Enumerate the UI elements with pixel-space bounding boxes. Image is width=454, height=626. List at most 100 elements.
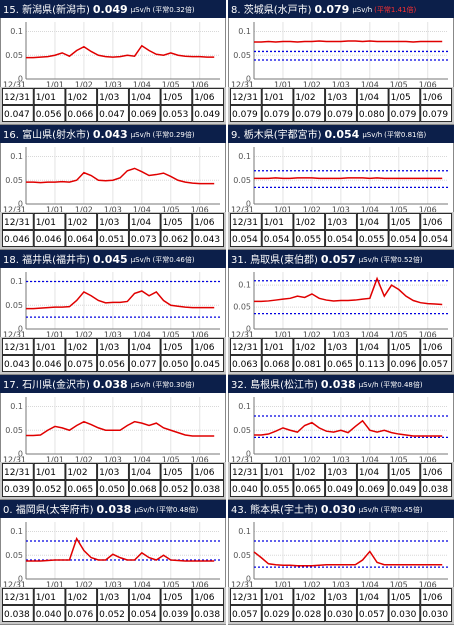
table-cell	[2, 463, 34, 480]
y-tick-label: 0.05	[233, 51, 251, 60]
table-value: 0.049	[327, 485, 353, 495]
table-date: 1/01	[264, 218, 284, 228]
table-value: 0.029	[264, 610, 290, 620]
table-date: 1/02	[295, 218, 315, 228]
table-cell	[65, 463, 98, 480]
table-cell	[33, 105, 66, 122]
reading: 0.038	[93, 378, 128, 391]
x-tick-label: 1/01	[46, 206, 64, 215]
ratio-note: (平常0.52倍)	[381, 255, 423, 264]
table-cell	[293, 213, 326, 230]
panel-header	[0, 500, 226, 518]
reading: 0.049	[93, 3, 128, 16]
panel-heading: 9. 栃木県(宇都宮市) 0.054 μSv/h (平常0.81倍)	[231, 128, 426, 141]
table-cell	[261, 230, 294, 247]
table-value: 0.030	[327, 610, 353, 620]
table-cell	[325, 88, 357, 105]
table-date: 1/04	[131, 218, 151, 228]
table-value: 0.096	[391, 360, 417, 370]
table-date: 1/04	[359, 593, 379, 603]
x-tick-label: 1/03	[332, 206, 350, 215]
x-tick-label: 12/31	[3, 581, 26, 590]
table-date: 1/06	[422, 343, 442, 353]
dose-line	[26, 290, 215, 310]
table-cell	[33, 605, 66, 622]
table-cell	[388, 105, 421, 122]
y-tick-label: 0	[246, 75, 251, 84]
table-date: 1/04	[131, 93, 151, 103]
table-cell	[160, 88, 193, 105]
table-cell	[261, 338, 294, 355]
table-cell	[230, 355, 262, 372]
unit: μSv/h	[359, 256, 379, 264]
panel-heading: 16. 富山県(射水市) 0.043 μSv/h (平常0.29倍)	[3, 128, 195, 141]
table-date: 1/02	[295, 468, 315, 478]
table-date: 1/01	[264, 468, 284, 478]
table-date: 1/04	[359, 93, 379, 103]
table-date: 12/31	[4, 343, 30, 353]
table-cell	[2, 88, 34, 105]
table-value: 0.054	[264, 235, 290, 245]
panel-heading: 0. 福岡県(太宰府市) 0.038 μSv/h (平常0.48倍)	[3, 503, 198, 516]
table-cell	[293, 480, 326, 497]
panel-heading: 31. 鳥取県(東伯郡) 0.057 μSv/h (平常0.52倍)	[231, 253, 423, 266]
station-name: 8. 茨城県(水戸市)	[231, 3, 312, 16]
table-cell	[97, 355, 129, 372]
table-cell	[65, 355, 98, 372]
table-cell	[192, 480, 224, 497]
table-date: 12/31	[232, 468, 258, 478]
table-date: 12/31	[232, 218, 258, 228]
table-date: 1/01	[36, 218, 56, 228]
table-value: 0.038	[194, 485, 220, 495]
dose-line	[254, 276, 443, 306]
table-value: 0.039	[163, 610, 189, 620]
panel-header	[0, 375, 226, 393]
station-name: 43. 熊本県(宇土市)	[231, 503, 318, 516]
table-cell	[388, 605, 421, 622]
table-cell	[128, 463, 161, 480]
x-tick-label: 1/02	[303, 581, 321, 590]
table-cell	[192, 105, 224, 122]
table-date: 1/01	[264, 593, 284, 603]
y-tick-label: 0.1	[10, 402, 23, 411]
x-tick-label: 1/01	[274, 206, 292, 215]
y-tick-label: 0.05	[233, 426, 251, 435]
table-cell	[420, 355, 452, 372]
x-tick-label: 12/31	[231, 581, 254, 590]
x-tick-label: 12/31	[231, 456, 254, 465]
table-date: 1/06	[422, 93, 442, 103]
table-date: 1/06	[194, 593, 214, 603]
table-date: 1/03	[99, 93, 119, 103]
reading: 0.038	[321, 378, 356, 391]
table-cell	[356, 605, 389, 622]
panel-heading: 18. 福井県(福井市) 0.045 μSv/h (平常0.46倍)	[3, 253, 195, 266]
x-tick-label: 12/31	[3, 206, 26, 215]
table-value: 0.052	[163, 485, 189, 495]
table-date: 1/05	[163, 93, 183, 103]
table-cell	[65, 105, 98, 122]
y-tick-label: 0.1	[10, 27, 23, 36]
ratio-note: (平常0.81倍)	[384, 130, 426, 139]
x-tick-label: 1/05	[390, 206, 408, 215]
panel-header	[228, 500, 454, 518]
table-value: 0.030	[422, 610, 448, 620]
table-cell	[230, 213, 262, 230]
table-value: 0.054	[422, 235, 448, 245]
table-cell	[356, 588, 389, 605]
table-date: 1/05	[163, 593, 183, 603]
table-value: 0.079	[264, 110, 290, 120]
panel: 18. 福井県(福井市) 0.045 μSv/h (平常0.46倍)00.050.11…	[0, 250, 226, 375]
table-value: 0.054	[327, 235, 353, 245]
dose-line	[26, 536, 215, 562]
x-tick-label: 1/01	[46, 331, 64, 340]
table-date: 1/03	[99, 593, 119, 603]
panel: 15. 新潟県(新潟市) 0.049 μSv/h (平常0.32倍)00.050.11…	[0, 0, 226, 125]
table-value: 0.050	[163, 360, 189, 370]
table-value: 0.065	[67, 485, 93, 495]
table-cell	[230, 338, 262, 355]
table-cell	[33, 213, 66, 230]
table-cell	[33, 88, 66, 105]
table-cell	[2, 588, 34, 605]
table-date: 1/05	[163, 218, 183, 228]
